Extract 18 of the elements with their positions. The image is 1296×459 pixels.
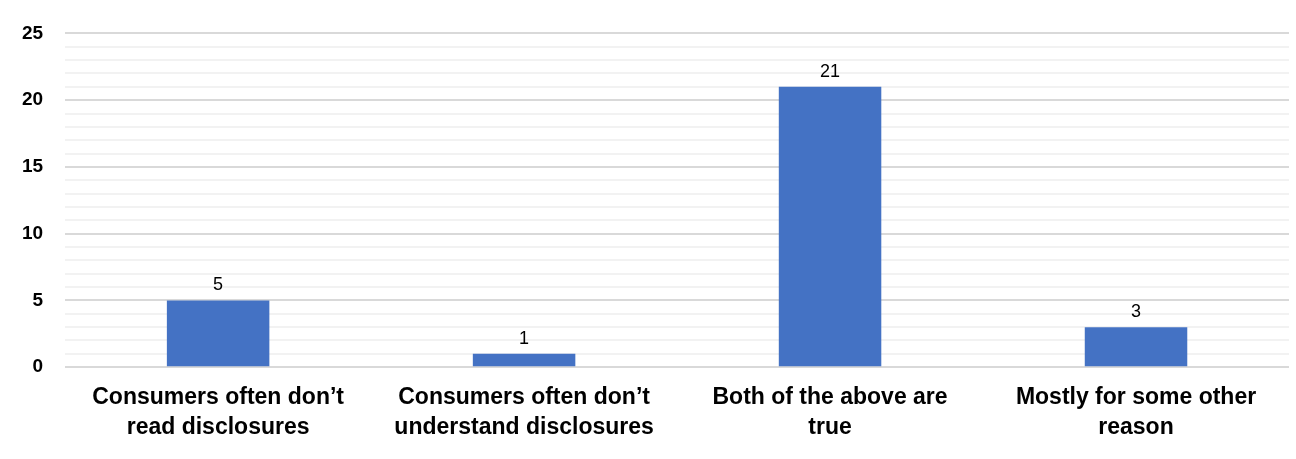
bar [1084, 327, 1188, 367]
bar [166, 300, 270, 367]
y-tick-label: 20 [21, 88, 44, 110]
y-tick-label: 10 [21, 221, 44, 243]
data-label: 3 [1131, 301, 1142, 322]
y-tick-label: 5 [32, 288, 44, 310]
x-tick-label: Consumers often don’t read disclosures [92, 383, 345, 440]
x-tick-label: Consumers often don’t understand disclosures [394, 383, 654, 440]
y-tick-label: 25 [21, 21, 44, 43]
data-label: 21 [820, 60, 841, 81]
y-tick-label: 0 [32, 355, 44, 377]
x-tick-label: Mostly for some other reason [1015, 383, 1257, 440]
x-tick-label: Both of the above are true [712, 383, 948, 440]
y-tick-label: 15 [21, 155, 44, 177]
data-label: 1 [519, 327, 530, 348]
data-label: 5 [213, 274, 224, 295]
bar [472, 353, 576, 367]
bar [778, 86, 882, 367]
